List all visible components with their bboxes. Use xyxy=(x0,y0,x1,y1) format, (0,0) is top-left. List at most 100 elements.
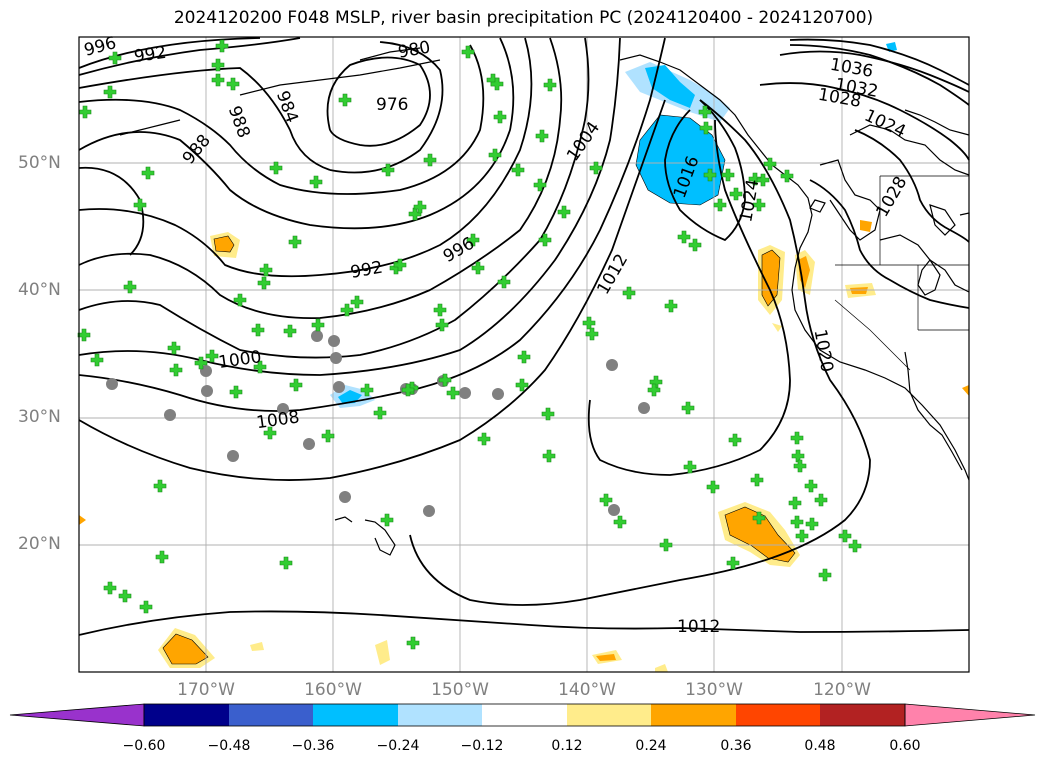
station-plus-marker xyxy=(381,163,395,177)
station-circle-marker xyxy=(164,409,176,421)
colorbar-tick-label: −0.24 xyxy=(376,738,420,754)
station-plus-marker xyxy=(721,168,735,182)
station-plus-marker xyxy=(373,406,387,420)
station-plus-marker xyxy=(752,198,766,212)
station-plus-marker xyxy=(713,198,727,212)
station-plus-marker xyxy=(226,77,240,91)
station-markers xyxy=(77,39,862,650)
station-plus-marker xyxy=(108,51,122,65)
station-plus-marker xyxy=(433,303,447,317)
isobar-label: 976 xyxy=(376,95,408,115)
station-plus-marker xyxy=(790,515,804,529)
station-plus-marker xyxy=(780,169,794,183)
positive-pc-region xyxy=(250,642,264,651)
station-plus-marker xyxy=(153,479,167,493)
station-plus-marker xyxy=(338,93,352,107)
station-circle-marker xyxy=(333,381,345,393)
colorbar-bin xyxy=(567,704,651,726)
station-plus-marker xyxy=(229,385,243,399)
station-plus-marker xyxy=(688,238,702,252)
map-title: 2024120200 F048 MSLP, river basin precip… xyxy=(173,8,874,28)
station-plus-marker xyxy=(677,230,691,244)
station-plus-marker xyxy=(169,363,183,377)
station-plus-marker xyxy=(477,432,491,446)
station-plus-marker xyxy=(497,275,511,289)
station-circle-marker xyxy=(328,335,340,347)
colorbar-tick-label: −0.12 xyxy=(460,738,504,754)
station-circle-marker xyxy=(638,402,650,414)
gridlines xyxy=(79,37,969,672)
station-circle-marker xyxy=(608,504,620,516)
station-plus-marker xyxy=(401,383,415,397)
station-plus-marker xyxy=(543,78,557,92)
station-plus-marker xyxy=(360,383,374,397)
station-plus-marker xyxy=(750,473,764,487)
station-plus-marker xyxy=(517,350,531,364)
station-plus-marker xyxy=(311,318,325,332)
station-plus-marker xyxy=(253,360,267,374)
station-plus-marker xyxy=(541,407,555,421)
station-plus-marker xyxy=(515,378,529,392)
station-plus-marker xyxy=(681,401,695,415)
station-plus-marker xyxy=(118,589,132,603)
station-plus-marker xyxy=(683,460,697,474)
plot-area: 996 992 980 976 988 988 984 1004 1016 10… xyxy=(77,33,970,673)
positive-pc-region xyxy=(850,287,868,294)
positive-pc-region xyxy=(213,235,235,253)
station-plus-marker xyxy=(659,538,673,552)
station-plus-marker xyxy=(664,299,678,313)
station-plus-marker xyxy=(408,207,422,221)
station-plus-marker xyxy=(471,261,485,275)
colorbar-extend-low xyxy=(9,703,145,727)
station-plus-marker xyxy=(139,600,153,614)
station-circle-marker xyxy=(277,403,289,415)
station-plus-marker xyxy=(752,511,766,525)
colorbar-tick-label: 0.24 xyxy=(635,738,667,754)
station-plus-marker xyxy=(613,515,627,529)
positive-pc-region xyxy=(724,506,796,563)
station-plus-marker xyxy=(194,356,208,370)
station-plus-marker xyxy=(726,556,740,570)
lon-label: 140°W xyxy=(558,680,616,700)
lat-label: 20°N xyxy=(18,534,61,554)
station-plus-marker xyxy=(309,175,323,189)
station-plus-marker xyxy=(838,529,852,543)
station-plus-marker xyxy=(215,39,229,53)
station-plus-marker xyxy=(538,233,552,247)
station-plus-marker xyxy=(728,433,742,447)
lat-label: 50°N xyxy=(18,153,61,173)
station-plus-marker xyxy=(698,105,712,119)
lon-label: 170°W xyxy=(177,680,235,700)
station-plus-marker xyxy=(585,327,599,341)
positive-pc-region xyxy=(79,515,86,525)
station-plus-marker xyxy=(133,198,147,212)
station-plus-marker xyxy=(493,110,507,124)
station-plus-marker xyxy=(233,293,247,307)
station-plus-marker xyxy=(257,276,271,290)
station-plus-marker xyxy=(90,353,104,367)
colorbar-tick-label: −0.60 xyxy=(122,738,166,754)
station-plus-marker xyxy=(461,45,475,59)
station-plus-marker xyxy=(466,233,480,247)
positive-pc-region xyxy=(596,654,616,661)
lon-label: 150°W xyxy=(431,680,489,700)
colorbar-tick-label: 0.12 xyxy=(551,738,583,754)
station-plus-marker xyxy=(283,324,297,338)
station-plus-marker xyxy=(490,77,504,91)
isobar-label: 1012 xyxy=(677,617,720,637)
colorbar-tick-label: −0.48 xyxy=(207,738,251,754)
station-plus-marker xyxy=(793,459,807,473)
negative-pc-region xyxy=(635,114,726,206)
station-plus-marker xyxy=(790,431,804,445)
lon-label: 130°W xyxy=(685,680,743,700)
colorbar-tick-label: 0.60 xyxy=(889,738,921,754)
colorbar-bin xyxy=(482,704,567,726)
station-plus-marker xyxy=(321,429,335,443)
lat-label: 30°N xyxy=(18,407,61,427)
station-circle-marker xyxy=(227,450,239,462)
lon-label: 160°W xyxy=(304,680,362,700)
station-plus-marker xyxy=(103,581,117,595)
station-plus-marker xyxy=(340,303,354,317)
station-plus-marker xyxy=(488,148,502,162)
